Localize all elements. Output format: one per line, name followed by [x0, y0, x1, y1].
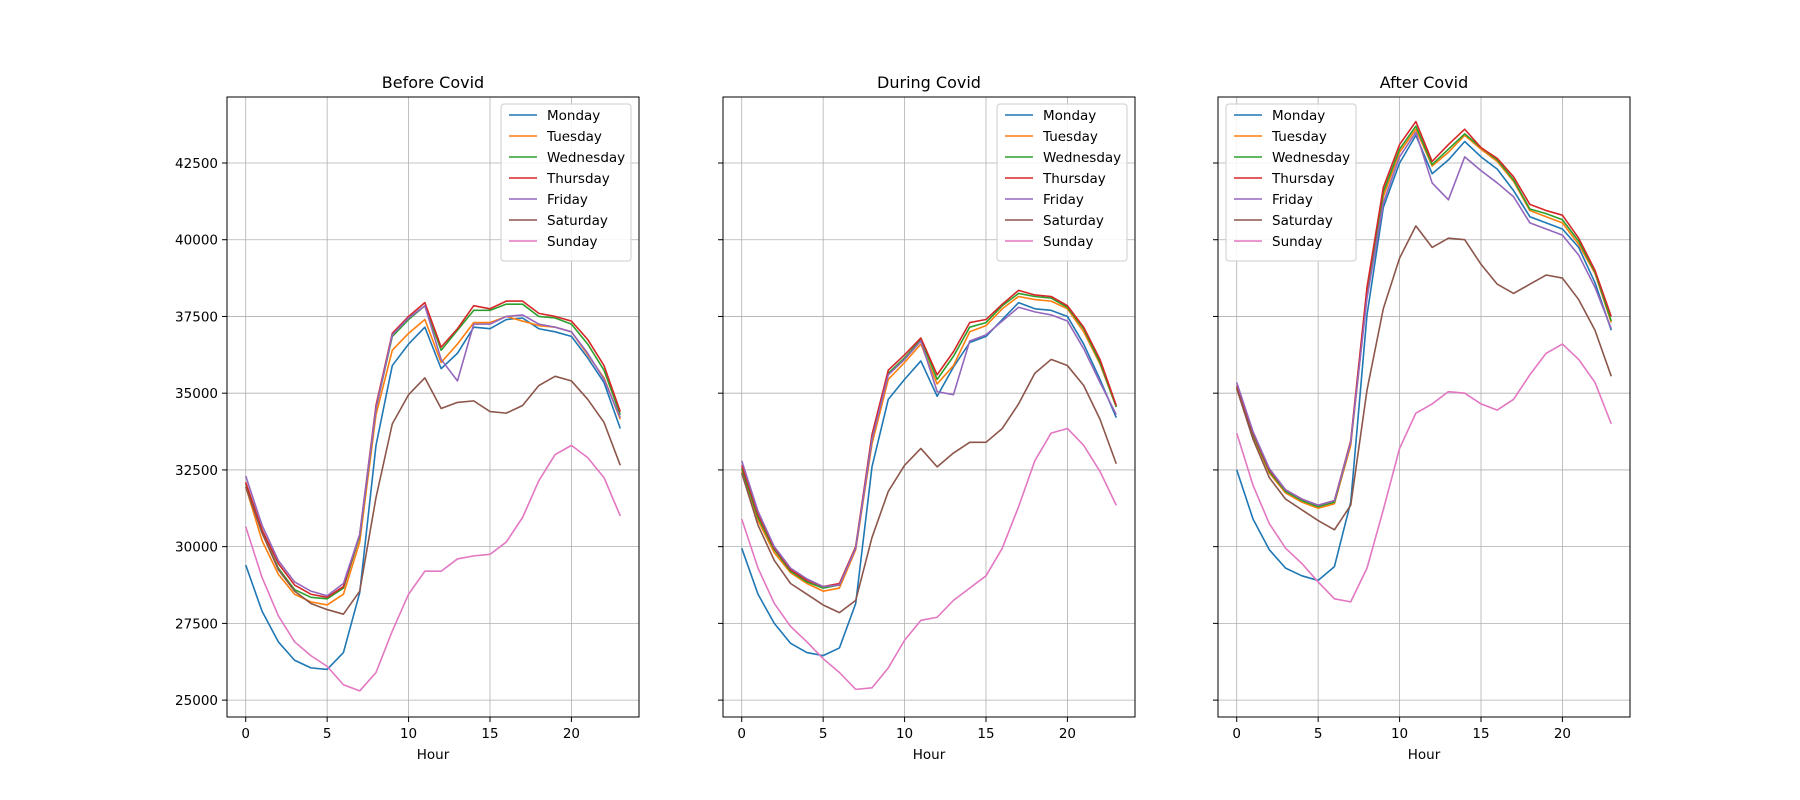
- legend-label: Friday: [1272, 192, 1313, 208]
- subplot-2: 0 5 10 15 20 After Covid Hour Monday Tuesday Wedn…: [1213, 73, 1631, 763]
- legend: Monday Tuesday Wednesday Thursday Friday Satu…: [996, 103, 1128, 262]
- legend-label: Wednesday: [1272, 150, 1350, 166]
- legend-label: Thursday: [546, 171, 610, 187]
- series-line-wednesday: [740, 292, 1118, 589]
- series-line-tuesday: [1235, 128, 1613, 510]
- series-line-friday: [740, 306, 1117, 588]
- series-line-wednesday: [244, 303, 622, 600]
- chart-title: During Covid: [877, 73, 981, 92]
- x-axis-label: Hour: [1408, 747, 1441, 763]
- legend-label: Tuesday: [1042, 129, 1098, 145]
- legend-label: Tuesday: [546, 129, 602, 145]
- x-tick-label: 15: [481, 726, 498, 742]
- series-line-wednesday: [1235, 125, 1613, 508]
- x-tick-label: 0: [241, 726, 250, 742]
- legend-label: Wednesday: [547, 150, 625, 166]
- axes-frame: [226, 96, 640, 718]
- chart-title: After Covid: [1380, 73, 1469, 92]
- legend-label: Monday: [547, 108, 600, 124]
- y-tick-label: 25000: [175, 693, 218, 709]
- legend-label: Saturday: [1043, 213, 1104, 229]
- legend-label: Monday: [1043, 108, 1096, 124]
- x-axis-label: Hour: [417, 747, 450, 763]
- legend-label: Saturday: [1272, 213, 1333, 229]
- legend-label: Sunday: [1043, 234, 1094, 250]
- x-tick-label: 20: [1554, 726, 1571, 742]
- subplot-1: 0 5 10 15 20 During Covid Hour Monday Tuesday Wed…: [718, 73, 1136, 763]
- x-tick-label: 5: [1314, 726, 1323, 742]
- x-tick-label: 5: [819, 726, 828, 742]
- subplots: 0 5 10 15 20 25000 27500 30000 32500 35000 37500 40…: [175, 73, 1631, 763]
- x-tick-label: 10: [896, 726, 913, 742]
- series-line-friday: [1235, 131, 1613, 507]
- legend-label: Thursday: [1042, 171, 1106, 187]
- y-tick-label: 40000: [175, 233, 218, 249]
- x-tick-label: 15: [1472, 726, 1489, 742]
- legend: Monday Tuesday Wednesday Thursday Friday Satu…: [1225, 103, 1357, 262]
- series-line-monday: [740, 301, 1118, 657]
- x-tick-label: 10: [400, 726, 417, 742]
- series-line-friday: [244, 304, 622, 597]
- legend-label: Saturday: [547, 213, 608, 229]
- legend-box: [1225, 103, 1357, 262]
- legend: Monday Tuesday Wednesday Thursday Friday Satu…: [500, 103, 632, 262]
- x-tick-label: 15: [977, 726, 994, 742]
- x-tick-label: 20: [563, 726, 580, 742]
- x-tick-label: 20: [1059, 726, 1076, 742]
- legend-box: [996, 103, 1128, 262]
- legend-label: Friday: [547, 192, 588, 208]
- series-line-saturday: [244, 375, 622, 615]
- y-tick-label: 35000: [175, 386, 218, 402]
- y-tick-label: 32500: [175, 463, 218, 479]
- series-line-thursday: [244, 300, 622, 599]
- series-line-sunday: [1235, 343, 1613, 603]
- legend-label: Sunday: [547, 234, 598, 250]
- x-tick-label: 5: [323, 726, 332, 742]
- legend-box: [500, 103, 632, 262]
- x-tick-label: 10: [1391, 726, 1408, 742]
- legend-label: Wednesday: [1043, 150, 1121, 166]
- series-line-saturday: [740, 358, 1118, 614]
- series-line-thursday: [740, 289, 1118, 588]
- x-tick-label: 0: [737, 726, 746, 742]
- y-tick-label: 27500: [175, 616, 218, 632]
- subplot-0: 0 5 10 15 20 25000 27500 30000 32500 35000 37500 40…: [175, 73, 640, 763]
- axes-frame: [722, 96, 1136, 718]
- axes-frame: [1217, 96, 1631, 718]
- legend-label: Friday: [1043, 192, 1084, 208]
- legend-label: Monday: [1272, 108, 1325, 124]
- series-line-monday: [244, 317, 622, 671]
- legend-label: Tuesday: [1271, 129, 1327, 145]
- chart-title: Before Covid: [382, 73, 484, 92]
- series-line-saturday: [1235, 225, 1613, 531]
- y-tick-label: 30000: [175, 540, 218, 556]
- legend-label: Thursday: [1271, 171, 1335, 187]
- series-line-sunday: [740, 427, 1117, 691]
- x-axis-label: Hour: [913, 747, 946, 763]
- series-line-monday: [1235, 134, 1613, 582]
- legend-label: Sunday: [1272, 234, 1323, 250]
- y-tick-label: 37500: [175, 309, 218, 325]
- y-tick-label: 42500: [175, 156, 218, 172]
- series-line-sunday: [244, 444, 622, 692]
- x-tick-label: 0: [1232, 726, 1241, 742]
